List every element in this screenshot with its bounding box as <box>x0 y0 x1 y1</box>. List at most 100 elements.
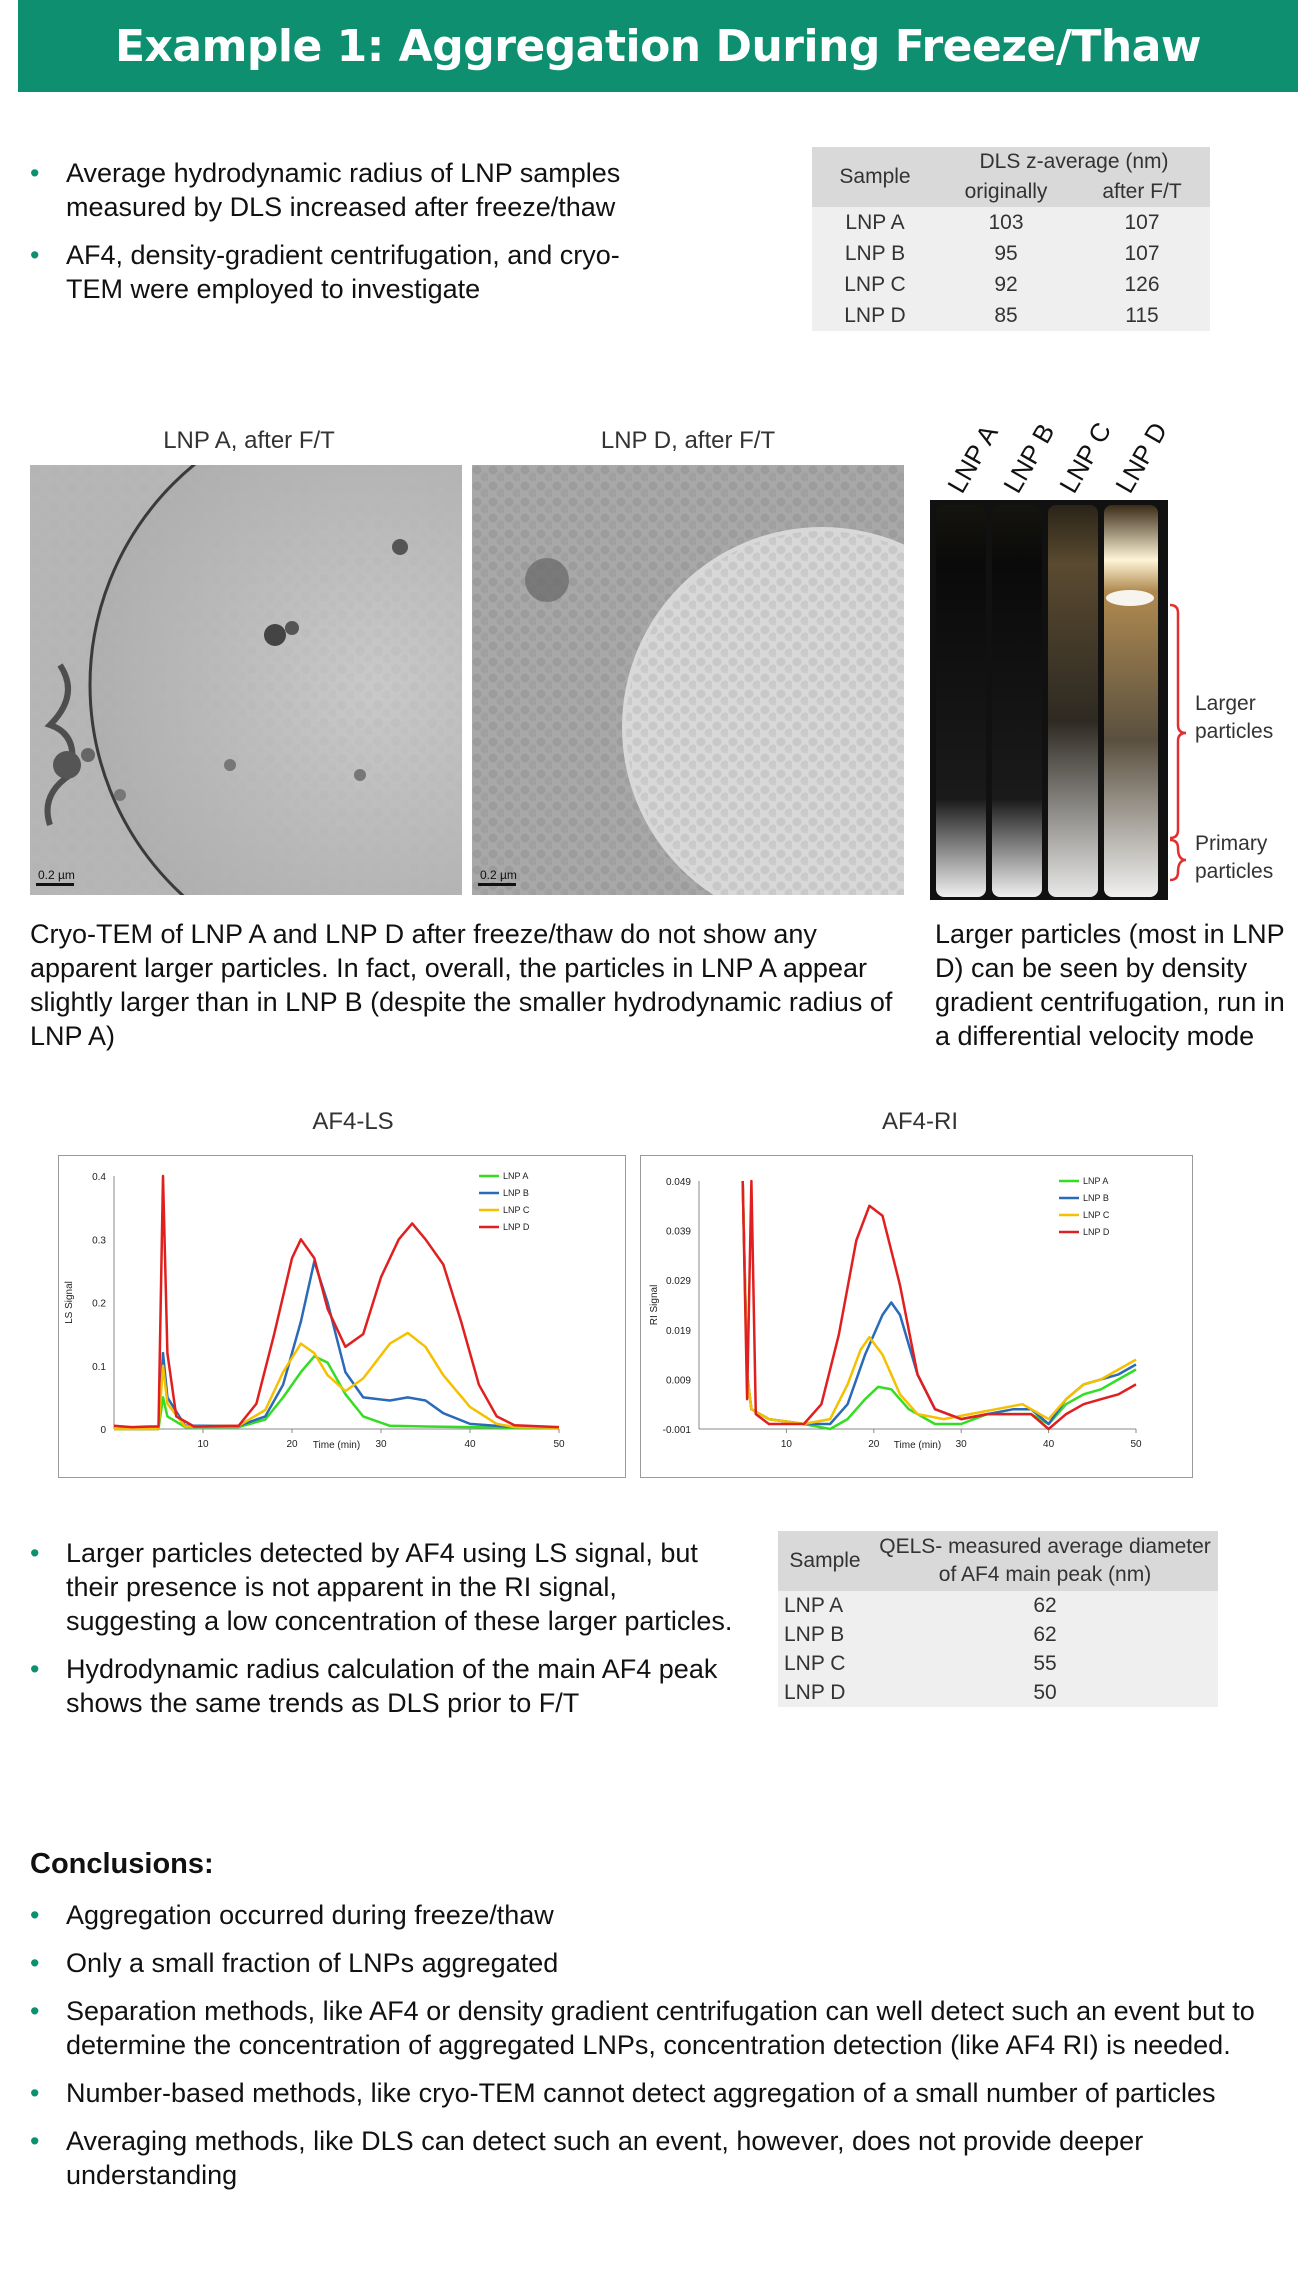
af4-bullet-text: Larger particles detected by AF4 using L… <box>66 1538 733 1636</box>
list-item: • Number-based methods, like cryo-TEM can… <box>30 2076 1280 2110</box>
series-line-lnp-a <box>114 1355 559 1431</box>
y-tick-label: 0.019 <box>666 1326 691 1337</box>
conclusion-text: Number-based methods, like cryo-TEM cann… <box>66 2078 1216 2108</box>
conclusion-text: Separation methods, like AF4 or density … <box>66 1996 1255 2060</box>
y-tick-label: -0.001 <box>663 1425 692 1436</box>
tube-label: LNP C <box>1053 417 1117 498</box>
page-title: Example 1: Aggregation During Freeze/Tha… <box>18 0 1298 92</box>
bullet-icon: • <box>30 158 40 188</box>
series-line-lnp-b <box>114 1260 560 1431</box>
table-cell: LNP C <box>844 272 906 296</box>
table-cell: 126 <box>1124 272 1160 296</box>
table-row: LNP B 95 107 <box>812 238 1210 269</box>
list-item: • Average hydrodynamic radius of LNP samp… <box>30 156 630 224</box>
conclusion-text: Only a small fraction of LNPs aggregated <box>66 1948 559 1978</box>
x-axis-label: Time (min) <box>313 1440 360 1451</box>
bullet-icon: • <box>30 1654 40 1684</box>
larger-particles-bracket <box>1169 603 1187 840</box>
chart-title-ls: AF4-LS <box>312 1108 394 1135</box>
table-header-qels: QELS- measured average diameter of AF4 m… <box>879 1535 1211 1586</box>
chart-af4-ls: 10 20 30 40 50 0 0.1 0.2 0.3 0.4 Time (min) LS Sign… <box>58 1155 626 1478</box>
y-tick-label: 0.039 <box>666 1227 691 1238</box>
x-tick-label: 30 <box>375 1439 387 1450</box>
qels-table: Sample QELS- measured average diameter o… <box>778 1531 1218 1707</box>
conclusions-title: Conclusions: <box>30 1848 214 1880</box>
tube-label: LNP A <box>941 419 1004 498</box>
list-item: • Hydrodynamic radius calculation of the … <box>30 1652 740 1720</box>
table-cell: LNP A <box>845 210 905 234</box>
table-header-sample: Sample <box>789 1549 861 1572</box>
series-line-lnp-b <box>741 1180 1137 1426</box>
table-header-after: after F/T <box>1102 180 1182 203</box>
larger-particles-label: Larger particles <box>1195 692 1274 743</box>
legend-label: LNP A <box>1083 1176 1108 1186</box>
series-line-lnp-c <box>741 1180 1137 1426</box>
list-item: • AF4, density-gradient centrifugation, a… <box>30 238 630 306</box>
x-axis-label: Time (min) <box>894 1440 941 1451</box>
tube-photo: LNP A LNP B LNP C LNP D <box>930 417 1187 900</box>
table-row: LNP A 62 <box>778 1591 1218 1620</box>
af4-bullet-text: Hydrodynamic radius calculation of the m… <box>66 1654 718 1718</box>
legend-label: LNP B <box>1083 1193 1109 1203</box>
y-tick-label: 0.1 <box>92 1362 106 1373</box>
y-axis-label: RI Signal <box>649 1285 660 1326</box>
x-tick-label: 30 <box>956 1439 968 1450</box>
y-tick-label: 0.4 <box>92 1172 106 1183</box>
x-tick-label: 50 <box>553 1439 565 1450</box>
table-cell: LNP D <box>784 1680 846 1704</box>
tem-label-a: LNP A, after F/T <box>163 427 335 454</box>
series-line-lnp-c <box>114 1331 560 1431</box>
table-cell: 62 <box>1033 1622 1057 1646</box>
table-cell: 92 <box>994 272 1018 296</box>
legend-label: LNP A <box>503 1171 528 1181</box>
tem-image-lnp-d: 0.2 µm <box>472 465 904 895</box>
chart-ri-svg: 10 20 30 40 50 -0.001 0.009 0.019 0.029 0.039 0.04… <box>649 1176 1142 1451</box>
chart-ls-svg: 10 20 30 40 50 0 0.1 0.2 0.3 0.4 Time (min) LS Sign… <box>64 1171 565 1451</box>
table-header-originally: originally <box>964 180 1048 203</box>
table-cell: LNP B <box>784 1622 845 1646</box>
series-line-lnp-d <box>741 1179 1137 1431</box>
dls-table: Sample DLS z-average (nm) originally aft… <box>812 147 1210 331</box>
list-item: • Larger particles detected by AF4 using … <box>30 1536 740 1638</box>
bullet-icon: • <box>30 2078 40 2108</box>
tem-image-lnp-a: 0.2 µm <box>30 465 462 895</box>
intro-bullet-list: • Average hydrodynamic radius of LNP samp… <box>30 156 630 320</box>
legend-label: LNP B <box>503 1188 529 1198</box>
table-row: LNP D 85 115 <box>812 300 1210 331</box>
primary-particles-bracket <box>1169 838 1187 882</box>
bullet-icon: • <box>30 1538 40 1568</box>
y-tick-label: 0.3 <box>92 1235 106 1246</box>
bullet-icon: • <box>30 240 40 270</box>
table-cell: 55 <box>1033 1651 1057 1675</box>
series-line-lnp-d <box>113 1174 560 1429</box>
list-item: • Aggregation occurred during freeze/thaw <box>30 1898 1280 1932</box>
table-cell: 107 <box>1124 241 1160 265</box>
table-row: LNP D 50 <box>778 1678 1218 1707</box>
bullet-icon: • <box>30 1948 40 1978</box>
legend-label: LNP C <box>1083 1210 1110 1220</box>
table-cell: 50 <box>1033 1680 1057 1704</box>
x-tick-label: 40 <box>1043 1439 1055 1450</box>
bullet-icon: • <box>30 1900 40 1930</box>
tem-label-d: LNP D, after F/T <box>600 427 776 454</box>
table-row: LNP A 103 107 <box>812 207 1210 238</box>
list-item: • Averaging methods, like DLS can detect … <box>30 2124 1280 2192</box>
y-tick-label: 0.049 <box>666 1177 691 1188</box>
y-tick-label: 0.029 <box>666 1276 691 1287</box>
conclusion-text: Averaging methods, like DLS can detect s… <box>66 2126 1144 2190</box>
conclusion-text: Aggregation occurred during freeze/thaw <box>66 1900 554 1930</box>
tem-micrograph-a: 0.2 µm <box>30 465 462 895</box>
series-line-lnp-a <box>741 1180 1137 1431</box>
chart-af4-ri: 10 20 30 40 50 -0.001 0.009 0.019 0.029 0.039 0.04… <box>640 1155 1193 1478</box>
table-cell: LNP A <box>784 1593 844 1617</box>
list-item: • Only a small fraction of LNPs aggregate… <box>30 1946 1280 1980</box>
tube-label: LNP B <box>997 418 1060 498</box>
list-item: • Separation methods, like AF4 or density… <box>30 1994 1280 2062</box>
table-header-dls: DLS z-average (nm) <box>979 150 1169 173</box>
table-cell: 103 <box>988 210 1024 234</box>
tube-label: LNP D <box>1109 417 1173 498</box>
scale-bar-label: 0.2 µm <box>38 868 75 882</box>
x-tick-label: 40 <box>464 1439 476 1450</box>
table-row: LNP C 92 126 <box>812 269 1210 300</box>
x-tick-label: 50 <box>1130 1439 1142 1450</box>
